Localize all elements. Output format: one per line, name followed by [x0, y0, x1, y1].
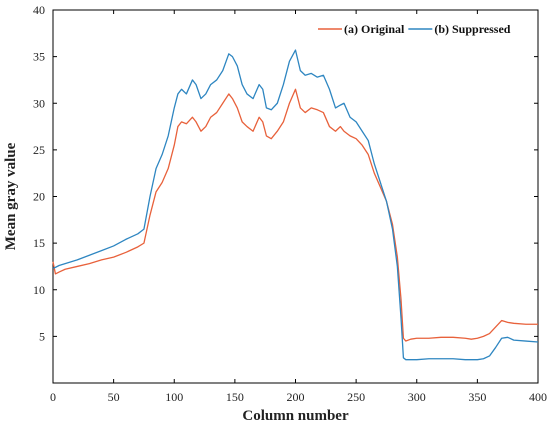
x-tick-label: 300 [408, 390, 426, 404]
y-tick-label: 10 [33, 283, 45, 297]
y-tick-label: 40 [33, 3, 45, 17]
x-tick-label: 50 [108, 390, 120, 404]
x-tick-label: 350 [468, 390, 486, 404]
x-tick-label: 200 [287, 390, 305, 404]
plot-area [52, 9, 539, 384]
x-tick-label: 250 [347, 390, 365, 404]
series-layer [52, 49, 539, 361]
y-tick-label: 30 [33, 96, 45, 110]
x-tick-label: 150 [226, 390, 244, 404]
y-tick-label: 35 [33, 50, 45, 64]
series-line-2 [52, 49, 539, 361]
series-line-1 [52, 88, 538, 342]
legend-label-2: (b) Suppressed [434, 22, 510, 36]
y-tick-label: 25 [33, 143, 45, 157]
legend: (a) Original (b) Suppressed [318, 22, 511, 36]
y-tick-label: 20 [33, 190, 45, 204]
x-tick-label: 400 [529, 390, 547, 404]
x-tick-label: 0 [50, 390, 56, 404]
axis-ticks: 0 50 100 150 200 250 300 350 400 5 10 15 20 25 30 35 40 [33, 3, 547, 404]
x-axis-title: Column number [242, 408, 349, 424]
y-tick-label: 15 [33, 236, 45, 250]
legend-label-1: (a) Original [344, 22, 405, 36]
y-tick-label: 5 [39, 329, 45, 343]
y-axis-title: Mean gray value [3, 142, 19, 250]
x-tick-label: 100 [165, 390, 183, 404]
